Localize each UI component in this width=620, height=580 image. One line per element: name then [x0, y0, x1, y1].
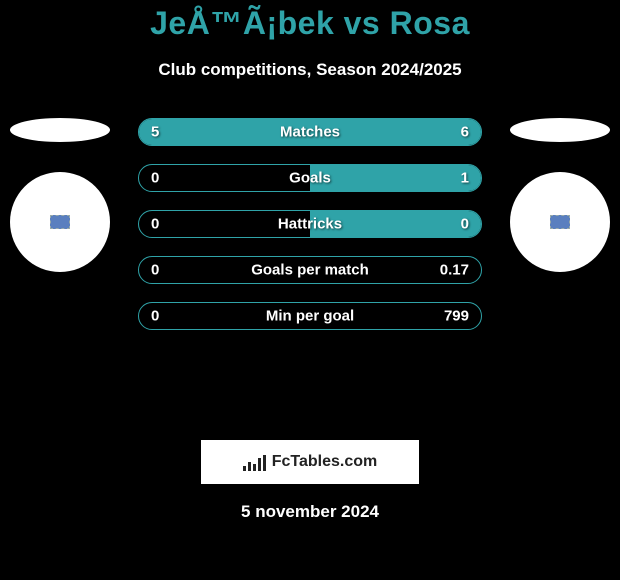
flag-icon	[550, 215, 570, 229]
stat-row: 5 6 Matches	[138, 118, 482, 146]
stat-fill-left	[139, 119, 289, 145]
stat-value-left: 0	[151, 216, 159, 233]
stat-label: Goals per match	[251, 262, 369, 279]
bar-chart-icon	[243, 453, 266, 471]
player-left-column	[10, 118, 110, 272]
logo-text: FcTables.com	[272, 453, 378, 471]
stat-value-left: 5	[151, 124, 159, 141]
stat-row: 0 0 Hattricks	[138, 210, 482, 238]
stat-label: Goals	[289, 170, 331, 187]
stat-row: 0 799 Min per goal	[138, 302, 482, 330]
stat-value-right: 0	[461, 216, 469, 233]
stat-value-left: 0	[151, 262, 159, 279]
fctables-logo[interactable]: FcTables.com	[201, 440, 419, 484]
stat-value-left: 0	[151, 308, 159, 325]
subtitle: Club competitions, Season 2024/2025	[0, 60, 620, 80]
stat-row: 0 0.17 Goals per match	[138, 256, 482, 284]
stat-fill-right	[310, 165, 481, 191]
player-right-avatar	[510, 172, 610, 272]
player-right-oval	[510, 118, 610, 142]
stat-label: Hattricks	[278, 216, 342, 233]
player-left-avatar	[10, 172, 110, 272]
player-right-column	[510, 118, 610, 272]
stat-value-right: 799	[444, 308, 469, 325]
stats-list: 5 6 Matches 0 1 Goals 0 0 Hattricks 0 0.17 Goals pe…	[138, 118, 482, 330]
stat-row: 0 1 Goals	[138, 164, 482, 192]
date-label: 5 november 2024	[0, 502, 620, 522]
player-left-oval	[10, 118, 110, 142]
stat-value-right: 6	[461, 124, 469, 141]
stat-value-left: 0	[151, 170, 159, 187]
stat-label: Min per goal	[266, 308, 354, 325]
stat-label: Matches	[280, 124, 340, 141]
flag-icon	[50, 215, 70, 229]
page-title: JeÅ™Ã¡bek vs Rosa	[0, 5, 620, 42]
stat-value-right: 0.17	[440, 262, 469, 279]
stat-value-right: 1	[461, 170, 469, 187]
